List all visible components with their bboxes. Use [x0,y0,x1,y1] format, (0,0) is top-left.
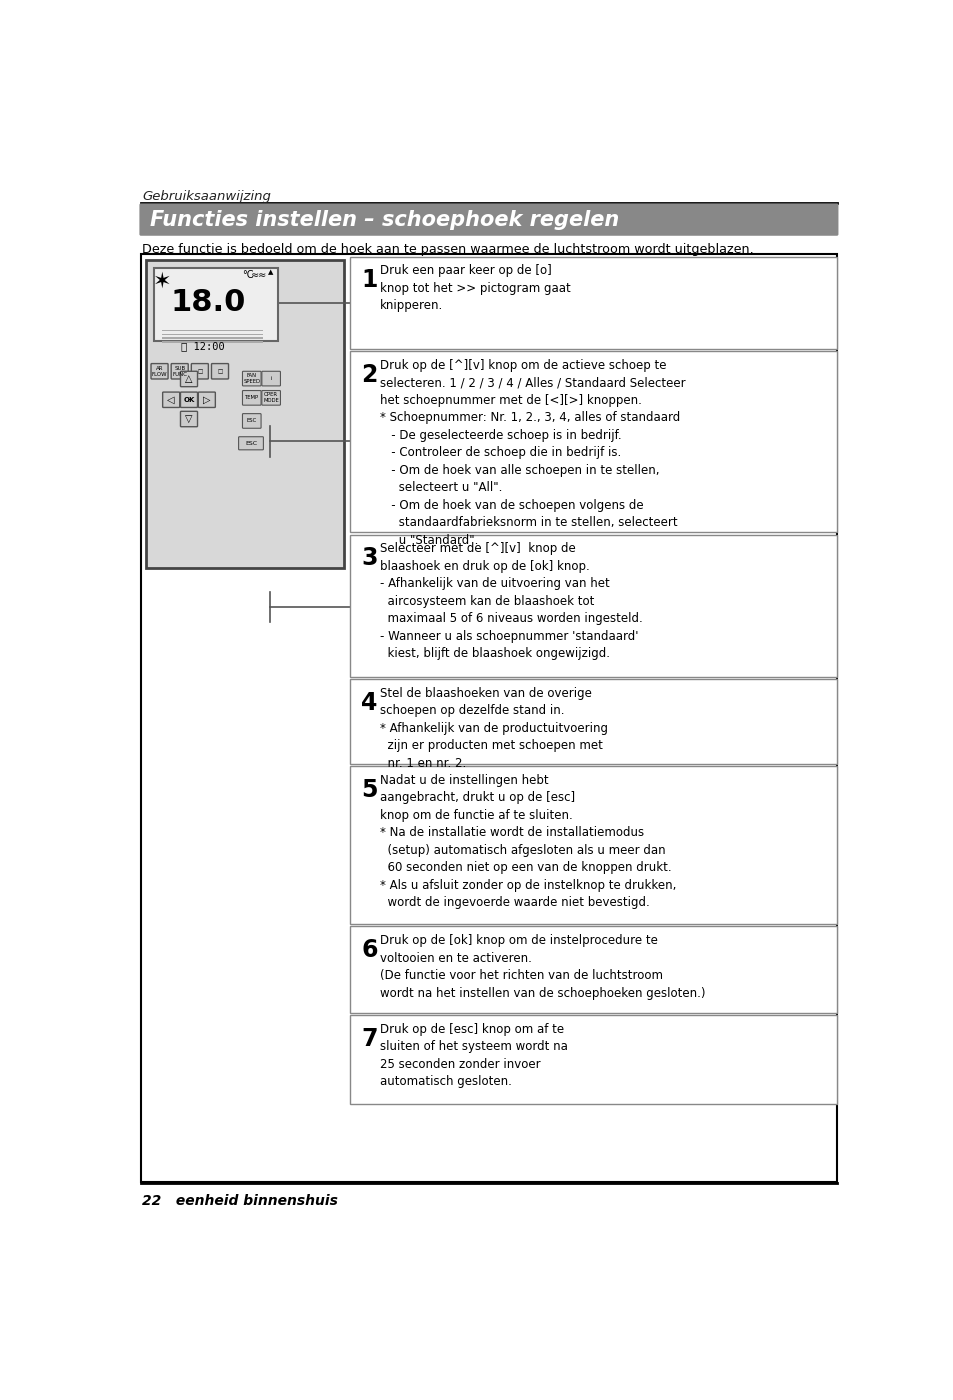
FancyBboxPatch shape [151,364,168,379]
Text: 7: 7 [360,1026,377,1050]
Text: OK: OK [183,396,194,403]
Bar [162,337,262,339]
FancyBboxPatch shape [180,412,197,427]
Text: ⌚ 12:00: ⌚ 12:00 [181,342,225,351]
Text: TEMP: TEMP [245,395,258,400]
Bar [162,333,262,335]
FancyBboxPatch shape [162,392,179,407]
FancyBboxPatch shape [242,391,261,405]
Bar [350,535,836,678]
Text: ▷: ▷ [203,395,211,405]
FancyBboxPatch shape [171,364,188,379]
Text: 4: 4 [360,690,377,715]
FancyBboxPatch shape [261,371,280,386]
Text: Gebruiksaanwijzing: Gebruiksaanwijzing [142,189,271,203]
Text: Druk op de [ok] knop om de instelprocedure te
voltooien en te activeren.
(De fun: Druk op de [ok] knop om de instelprocedu… [379,934,704,1000]
FancyBboxPatch shape [238,437,263,449]
Text: AR
FLOW: AR FLOW [152,365,167,377]
Bar [146,260,344,568]
Text: ▽: ▽ [185,414,193,424]
Bar [350,351,836,532]
FancyBboxPatch shape [261,391,280,405]
Bar [154,267,278,342]
Text: △: △ [185,374,193,384]
Text: 5: 5 [360,778,377,802]
Text: 6: 6 [360,938,377,962]
FancyBboxPatch shape [242,371,261,386]
Text: ESC: ESC [247,419,256,423]
Text: Druk op de [esc] knop om af te
sluiten of het systeem wordt na
25 seconden zonde: Druk op de [esc] knop om af te sluiten o… [379,1022,567,1088]
Text: □: □ [217,368,222,374]
Text: 18.0: 18.0 [171,288,246,318]
Bar [162,330,262,332]
Text: FAN
SPEED: FAN SPEED [243,374,260,384]
Bar [141,255,836,1182]
Text: Selecteer met de [^][v]  knop de
blaashoek en druk op de [ok] knop.
- Afhankelij: Selecteer met de [^][v] knop de blaashoe… [379,542,641,661]
FancyBboxPatch shape [139,203,838,235]
Bar [350,1015,836,1103]
Text: ◁: ◁ [167,395,174,405]
Text: ≈≈: ≈≈ [251,270,267,280]
Bar [350,256,836,349]
FancyBboxPatch shape [180,392,197,407]
Text: i: i [270,377,272,381]
Text: Stel de blaashoeken van de overige
schoepen op dezelfde stand in.
* Afhankelijk : Stel de blaashoeken van de overige schoe… [379,687,607,770]
Text: °C: °C [241,270,253,280]
Text: Deze functie is bedoeld om de hoek aan te passen waarmee de luchtstroom wordt ui: Deze functie is bedoeld om de hoek aan t… [142,244,754,256]
Text: ESC: ESC [245,441,256,445]
Text: □: □ [197,368,202,374]
Text: 3: 3 [360,546,377,570]
FancyBboxPatch shape [242,413,261,428]
Text: ▲: ▲ [268,270,274,276]
Text: Druk een paar keer op de [o]
knop tot het >> pictogram gaat
knipperen.: Druk een paar keer op de [o] knop tot he… [379,265,570,312]
Text: 22   eenheid binnenshuis: 22 eenheid binnenshuis [142,1194,338,1208]
Text: OPER
MODE: OPER MODE [263,392,278,403]
Text: SUB
FUNC: SUB FUNC [172,365,187,377]
Text: Nadat u de instellingen hebt
aangebracht, drukt u op de [esc]
knop om de functie: Nadat u de instellingen hebt aangebracht… [379,774,676,910]
Text: ✶: ✶ [153,272,172,293]
Text: Functies instellen – schoephoek regelen: Functies instellen – schoephoek regelen [150,210,618,230]
Bar [350,766,836,924]
FancyBboxPatch shape [192,364,208,379]
FancyBboxPatch shape [198,392,215,407]
Bar [162,342,262,343]
Text: 2: 2 [360,363,377,386]
Bar [350,927,836,1012]
FancyBboxPatch shape [180,371,197,386]
Bar [350,679,836,764]
Text: Druk op de [^][v] knop om de actieve schoep te
selecteren. 1 / 2 / 3 / 4 / Alles: Druk op de [^][v] knop om de actieve sch… [379,358,684,547]
FancyBboxPatch shape [212,364,229,379]
Text: 1: 1 [360,267,377,293]
